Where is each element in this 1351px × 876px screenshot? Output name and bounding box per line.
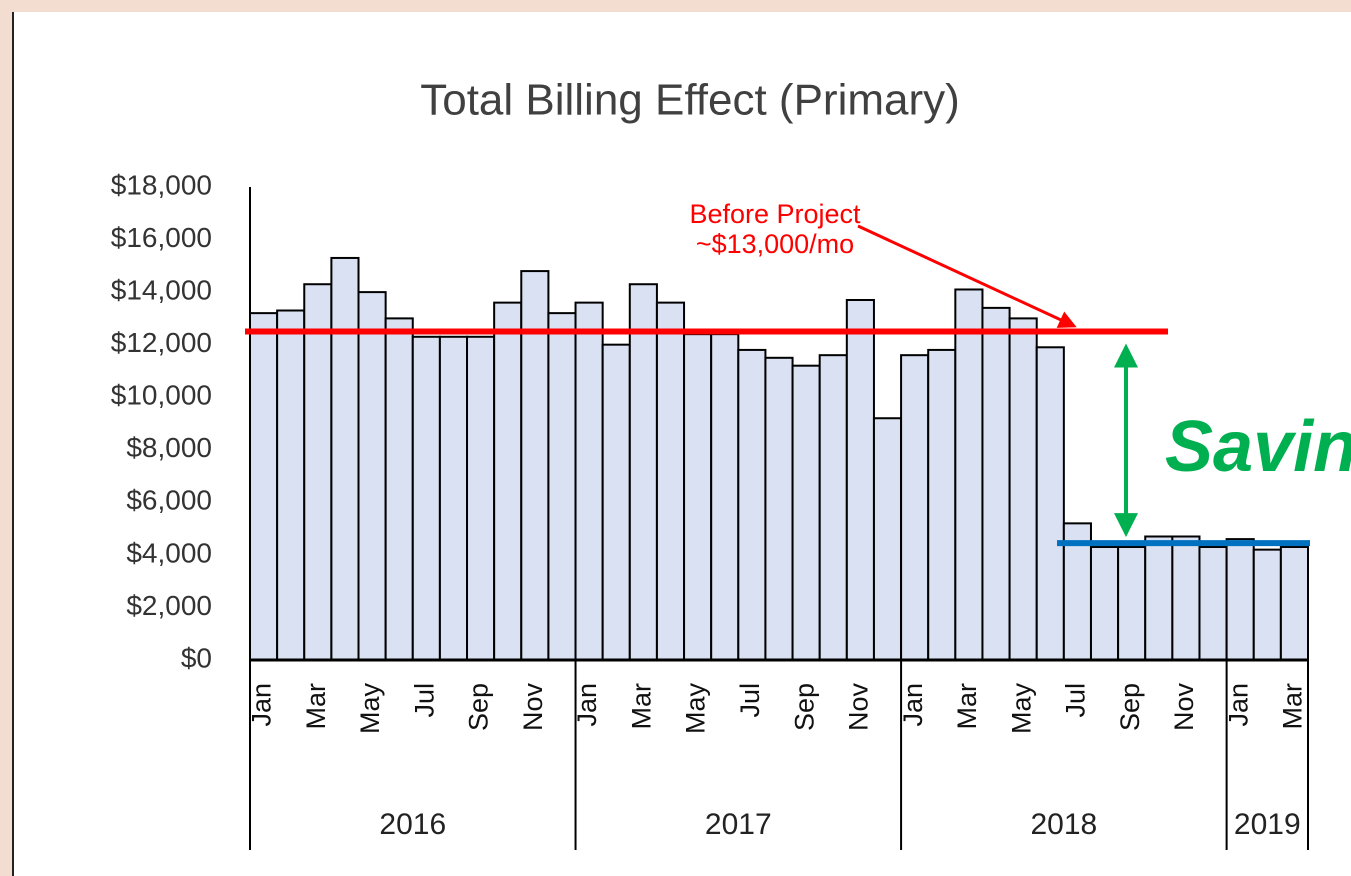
- y-tick-label: $16,000: [111, 222, 212, 253]
- x-tick-label: May: [1006, 683, 1036, 735]
- y-tick-label: $6,000: [126, 485, 212, 516]
- bar: [818, 354, 848, 661]
- chart-title: Total Billing Effect (Primary): [420, 76, 960, 125]
- plot: $0 $2,000 $4,000 $6,000 $8,000 $10,000 $12,000…: [111, 169, 1310, 850]
- bar: [683, 333, 713, 661]
- bar: [411, 335, 441, 661]
- y-tick-label: $14,000: [111, 275, 212, 306]
- year-label: 2018: [1030, 808, 1097, 841]
- bar: [1279, 546, 1310, 661]
- bar: [927, 348, 957, 661]
- y-tick-label: $0: [181, 642, 212, 673]
- bar: [520, 270, 550, 661]
- bar: [438, 335, 469, 661]
- x-tick-label: Nov: [1169, 683, 1199, 732]
- bar: [547, 312, 577, 661]
- x-tick-label: Mar: [626, 683, 656, 730]
- bar: [1008, 317, 1038, 661]
- x-tick-label: Jan: [572, 683, 602, 727]
- year-label: 2016: [379, 808, 446, 841]
- bar: [1117, 546, 1147, 661]
- bar: [574, 301, 604, 661]
- x-tick-label: Jul: [409, 683, 439, 718]
- x-tick-label: May: [681, 683, 711, 735]
- bar: [601, 343, 631, 661]
- bar: [737, 348, 767, 661]
- bar: [384, 317, 414, 661]
- bar: [466, 335, 496, 661]
- x-tick-label: Mar: [301, 683, 331, 730]
- x-tick-label: Nov: [518, 683, 548, 732]
- x-tick-label: Sep: [789, 683, 819, 731]
- y-tick-label: $8,000: [126, 432, 212, 463]
- x-tick-label: Sep: [464, 683, 494, 731]
- year-label: 2017: [705, 808, 772, 841]
- x-tick-label: Jul: [1061, 683, 1091, 718]
- savings-label: Savings: [1165, 407, 1351, 487]
- y-tick-label: $10,000: [111, 380, 212, 411]
- bar: [1035, 346, 1065, 661]
- annotation-arrow: [857, 224, 1077, 328]
- x-tick-label: Jan: [247, 683, 277, 727]
- bar: [655, 301, 686, 661]
- bar: [1198, 546, 1228, 661]
- x-tick-label: Jan: [898, 683, 928, 727]
- bar: [791, 364, 821, 661]
- bar: [628, 283, 658, 661]
- bar: [1144, 535, 1174, 661]
- bar: [493, 301, 523, 661]
- y-tick-label: $18,000: [111, 169, 212, 200]
- bar: [981, 306, 1011, 661]
- bar: [357, 291, 387, 661]
- x-tick-label: Mar: [1278, 683, 1308, 730]
- y-tick-label: $4,000: [126, 537, 212, 568]
- y-tick-label: $2,000: [126, 590, 212, 621]
- x-tick-label: May: [355, 683, 385, 735]
- bar: [764, 356, 794, 661]
- bar: [954, 288, 984, 661]
- bar: [900, 354, 930, 661]
- bar: [1089, 546, 1120, 661]
- bar: [1171, 535, 1201, 661]
- bar: [249, 312, 279, 661]
- x-tick-label: Mar: [952, 683, 982, 730]
- annotation: Before Project: [689, 199, 861, 229]
- bar: [1252, 548, 1282, 662]
- x-tick-label: Jul: [735, 683, 765, 718]
- bar: [303, 283, 333, 661]
- x-tick-label: Jan: [1223, 683, 1253, 727]
- bar: [276, 309, 306, 661]
- bar: [872, 417, 903, 661]
- y-tick-label: $12,000: [111, 327, 212, 358]
- x-tick-label: Nov: [844, 683, 874, 732]
- bar: [1225, 538, 1255, 661]
- x-tick-label: Sep: [1115, 683, 1145, 731]
- bar: [845, 298, 875, 661]
- annotation: ~$13,000/mo: [696, 229, 854, 259]
- year-label: 2019: [1234, 808, 1301, 841]
- bar: [330, 256, 360, 661]
- bar: [710, 333, 740, 661]
